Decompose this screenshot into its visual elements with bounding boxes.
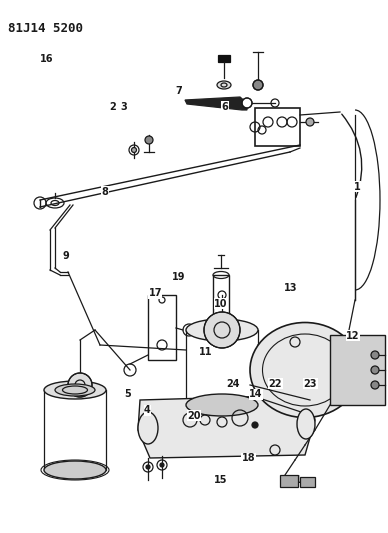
Text: 8: 8: [101, 187, 108, 197]
Text: 4: 4: [144, 406, 151, 415]
Circle shape: [252, 422, 258, 428]
Text: 1: 1: [353, 182, 360, 191]
Ellipse shape: [217, 81, 231, 89]
Ellipse shape: [44, 461, 106, 479]
Circle shape: [371, 381, 379, 389]
Ellipse shape: [55, 384, 95, 396]
Text: 10: 10: [215, 299, 228, 309]
Text: 9: 9: [62, 251, 69, 261]
Polygon shape: [218, 55, 230, 62]
Text: 23: 23: [304, 379, 317, 389]
Text: 7: 7: [175, 86, 182, 95]
Circle shape: [306, 118, 314, 126]
Text: 5: 5: [125, 390, 132, 399]
Circle shape: [253, 80, 263, 90]
Bar: [280, 475, 298, 487]
Text: 15: 15: [215, 475, 228, 484]
Circle shape: [371, 366, 379, 374]
Circle shape: [160, 463, 164, 467]
Ellipse shape: [297, 409, 315, 439]
Circle shape: [204, 312, 240, 348]
Text: 19: 19: [172, 272, 185, 282]
Circle shape: [242, 98, 252, 108]
Text: 17: 17: [149, 288, 162, 298]
Circle shape: [68, 373, 92, 397]
Bar: [213, 275, 229, 317]
Text: 2: 2: [109, 102, 116, 111]
Bar: [330, 335, 385, 405]
Text: 3: 3: [121, 102, 128, 111]
Text: 12: 12: [346, 331, 360, 341]
Text: 81J14 5200: 81J14 5200: [8, 22, 83, 35]
Bar: [255, 108, 300, 146]
Circle shape: [145, 136, 153, 144]
Ellipse shape: [44, 381, 106, 399]
Text: 6: 6: [222, 102, 229, 111]
Bar: [300, 477, 315, 487]
Text: 22: 22: [269, 379, 282, 389]
Text: 11: 11: [199, 347, 212, 357]
Circle shape: [371, 351, 379, 359]
Ellipse shape: [186, 394, 258, 416]
Text: 14: 14: [249, 390, 263, 399]
Text: 16: 16: [40, 54, 53, 63]
Text: 20: 20: [187, 411, 201, 421]
Text: 13: 13: [284, 283, 298, 293]
Bar: [148, 295, 176, 360]
Circle shape: [132, 148, 137, 152]
Ellipse shape: [186, 319, 258, 341]
Text: 18: 18: [241, 454, 255, 463]
Text: 24: 24: [226, 379, 239, 389]
Text: 21: 21: [288, 475, 301, 484]
Ellipse shape: [138, 412, 158, 444]
Polygon shape: [185, 97, 247, 110]
Ellipse shape: [250, 322, 360, 417]
Circle shape: [146, 465, 150, 469]
Polygon shape: [138, 395, 315, 458]
